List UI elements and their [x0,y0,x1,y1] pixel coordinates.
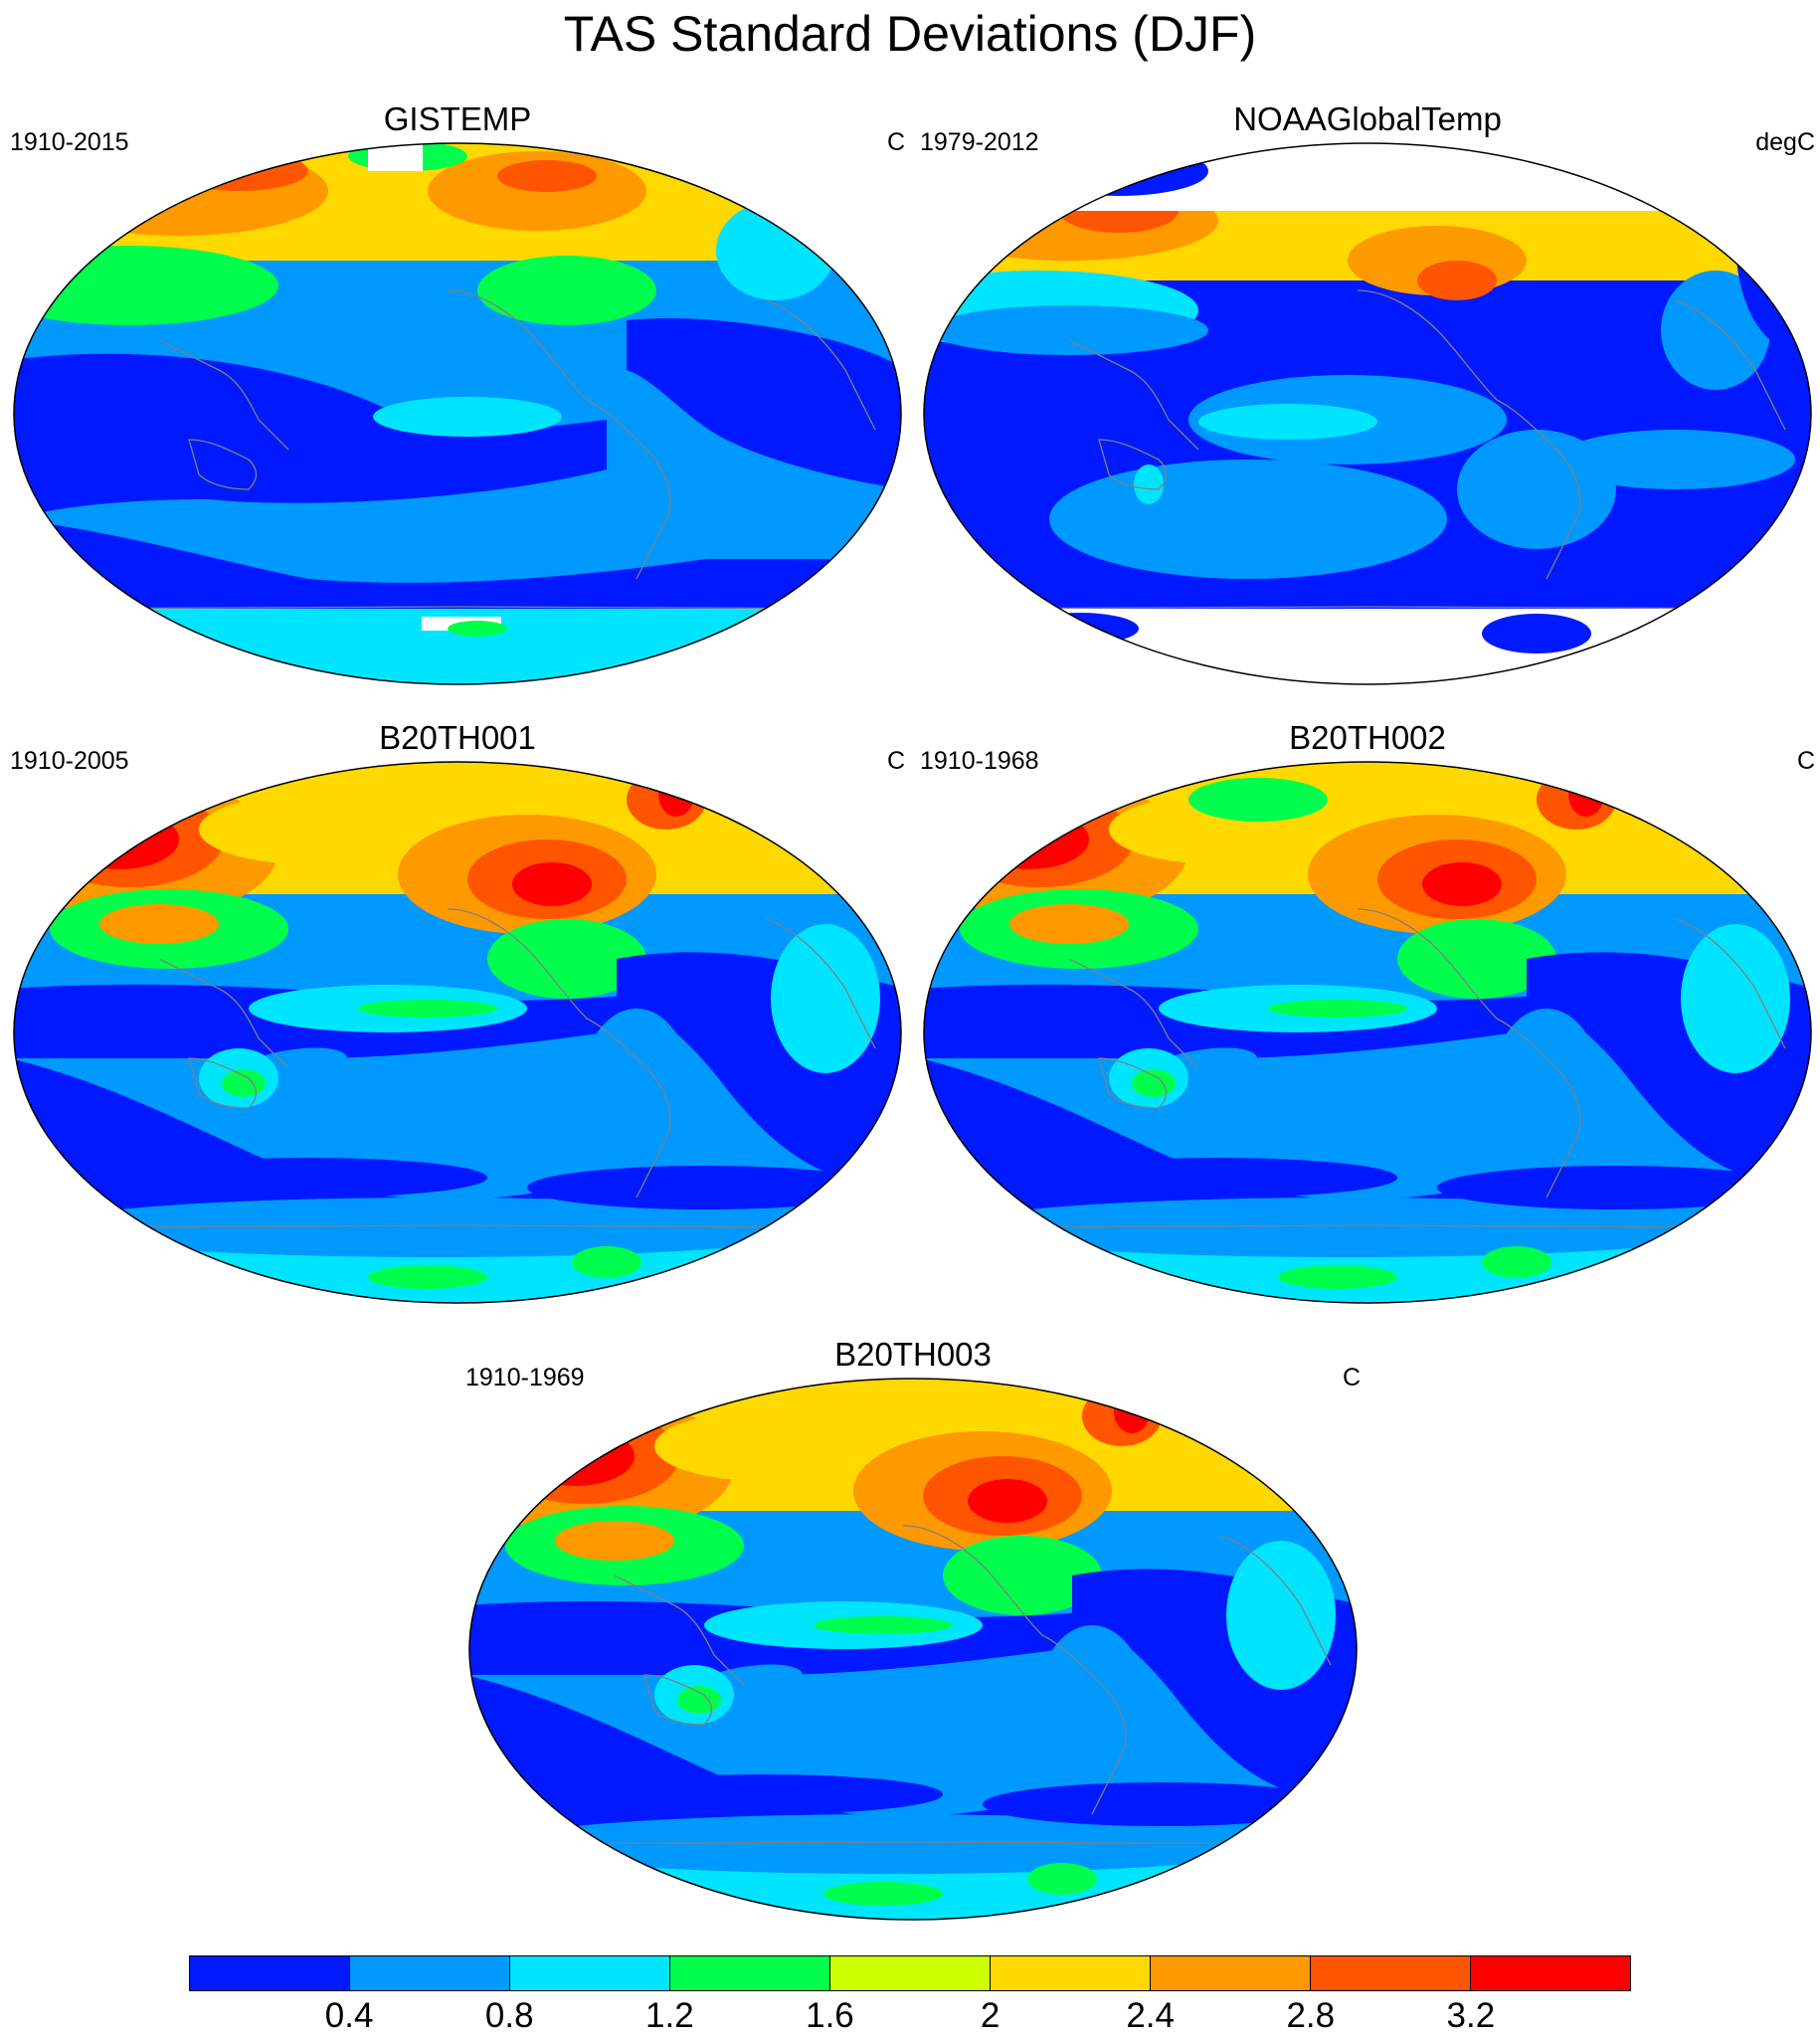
period-label: 1910-2005 [10,747,129,775]
colorbar-box-3 [510,1956,670,1990]
colorbar-box-4 [670,1956,830,1990]
period-label: 1979-2012 [920,128,1039,156]
map-noaaglobaltemp [923,142,1812,685]
panel-title: B20TH001 [379,719,536,756]
colorbar-box-2 [350,1956,510,1990]
map-b20th002 [923,761,1812,1304]
colorbar-boxes [189,1955,1631,1991]
map-b20th001 [13,761,902,1304]
colorbar: 0.4 0.8 1.2 1.6 2 2.4 2.8 3.2 [189,1955,1631,2035]
colorbar-tick-label: 0.8 [484,1996,534,2035]
units-label: C [886,747,905,775]
panel-title: B20TH003 [834,1336,992,1373]
map-gistemp [13,142,902,685]
panel-b20th003: B20TH003 1910-1969 C [465,1335,1361,1922]
colorbar-box-1 [190,1956,350,1990]
colorbar-tick-label: 3.2 [1446,1996,1496,2035]
colorbar-box-5 [830,1956,991,1990]
colorbar-tick-label: 1.6 [806,1996,854,2035]
panel-b20th001: B20TH001 1910-2005 C [10,718,905,1305]
units-label: C [1342,1364,1361,1391]
figure-title: TAS Standard Deviations (DJF) [563,6,1257,62]
period-label: 1910-1969 [465,1364,585,1391]
colorbar-box-9 [1471,1956,1630,1990]
colorbar-tick-label: 2.4 [1126,1996,1175,2035]
colorbar-box-6 [991,1956,1151,1990]
map-b20th003 [468,1378,1358,1921]
colorbar-tick-label: 2.8 [1286,1996,1336,2035]
colorbar-tick-label: 0.4 [324,1996,374,2035]
colorbar-tick-label: 2 [980,1996,1001,2035]
panel-title: B20TH002 [1289,719,1446,756]
colorbar-box-8 [1311,1956,1471,1990]
panel-noaaglobaltemp: NOAAGlobalTemp 1979-2012 degC [920,99,1815,686]
units-label: C [1796,747,1815,775]
panel-title: GISTEMP [383,100,532,137]
panel-title: NOAAGlobalTemp [1233,100,1502,137]
colorbar-tick-label: 1.2 [645,1996,694,2035]
period-label: 1910-2015 [10,128,129,156]
period-label: 1910-1968 [920,747,1039,775]
panel-b20th002: B20TH002 1910-1968 C [920,718,1815,1305]
panel-gistemp: GISTEMP 1910-2015 C [10,99,905,686]
units-label: degC [1755,128,1815,156]
units-label: C [886,128,905,156]
colorbar-box-7 [1151,1956,1311,1990]
